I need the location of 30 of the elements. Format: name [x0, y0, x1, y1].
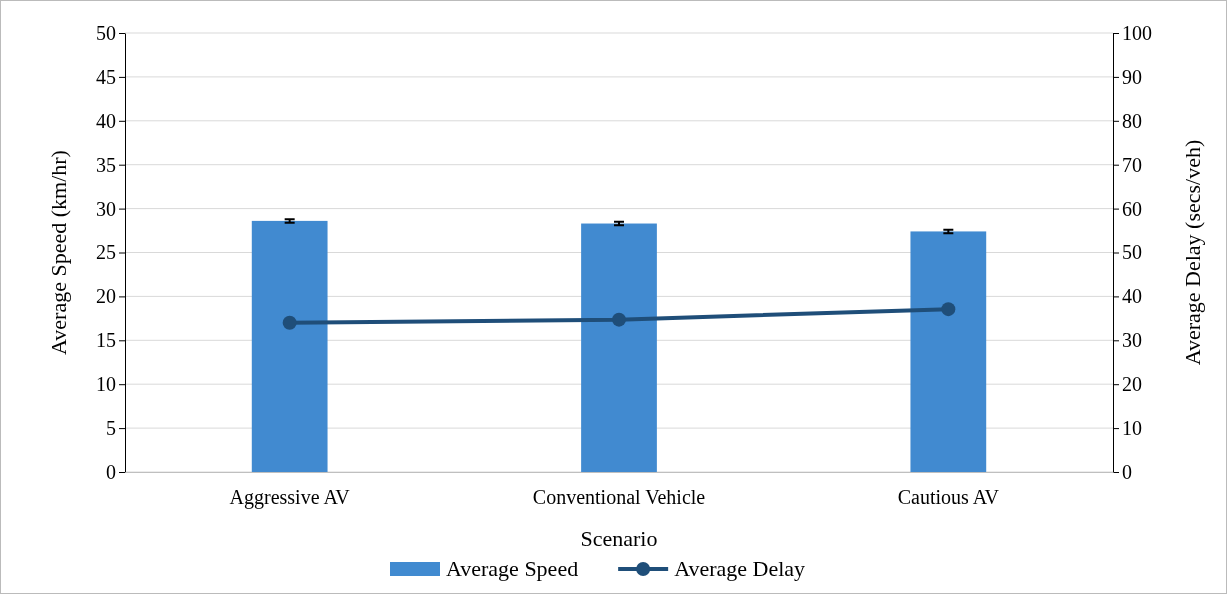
y-tick-label: 20: [96, 285, 116, 308]
y-tick-label: 30: [96, 197, 116, 220]
y2-tick-label: 100: [1122, 21, 1152, 44]
y-tick-label: 40: [96, 109, 116, 132]
legend-label: Average Delay: [674, 556, 806, 581]
y2-tick-label: 60: [1122, 197, 1142, 220]
legend-label: Average Speed: [446, 556, 579, 581]
y-tick-label: 10: [96, 373, 116, 396]
x-tick-label: Conventional Vehicle: [532, 486, 706, 509]
y2-tick-label: 30: [1122, 329, 1142, 352]
y-tick-label: 0: [106, 460, 116, 483]
x-tick-label: Aggressive AV: [229, 486, 351, 510]
y2-tick-label: 40: [1122, 285, 1142, 308]
y-tick-label: 5: [106, 417, 116, 439]
y2-tick-label: 10: [1122, 417, 1142, 439]
x-axis-title: Scenario: [580, 526, 658, 551]
y2-tick-label: 0: [1122, 460, 1132, 483]
y-axis-title: Average Speed (km/hr): [46, 150, 71, 355]
y-tick-label: 15: [96, 329, 116, 352]
y2-tick-label: 80: [1122, 109, 1142, 132]
y-tick-label: 45: [96, 65, 116, 88]
y-tick-label: 25: [96, 241, 116, 264]
y2-tick-label: 50: [1122, 241, 1142, 264]
y-tick-label: 50: [96, 21, 116, 44]
y-tick-label: 35: [96, 153, 116, 176]
y2-tick-label: 70: [1122, 153, 1142, 176]
y2-axis-title: Average Delay (secs/veh): [1180, 139, 1205, 366]
x-tick-label: Cautious AV: [897, 486, 1000, 509]
y2-tick-label: 90: [1122, 65, 1142, 88]
y2-tick-label: 20: [1122, 373, 1142, 396]
